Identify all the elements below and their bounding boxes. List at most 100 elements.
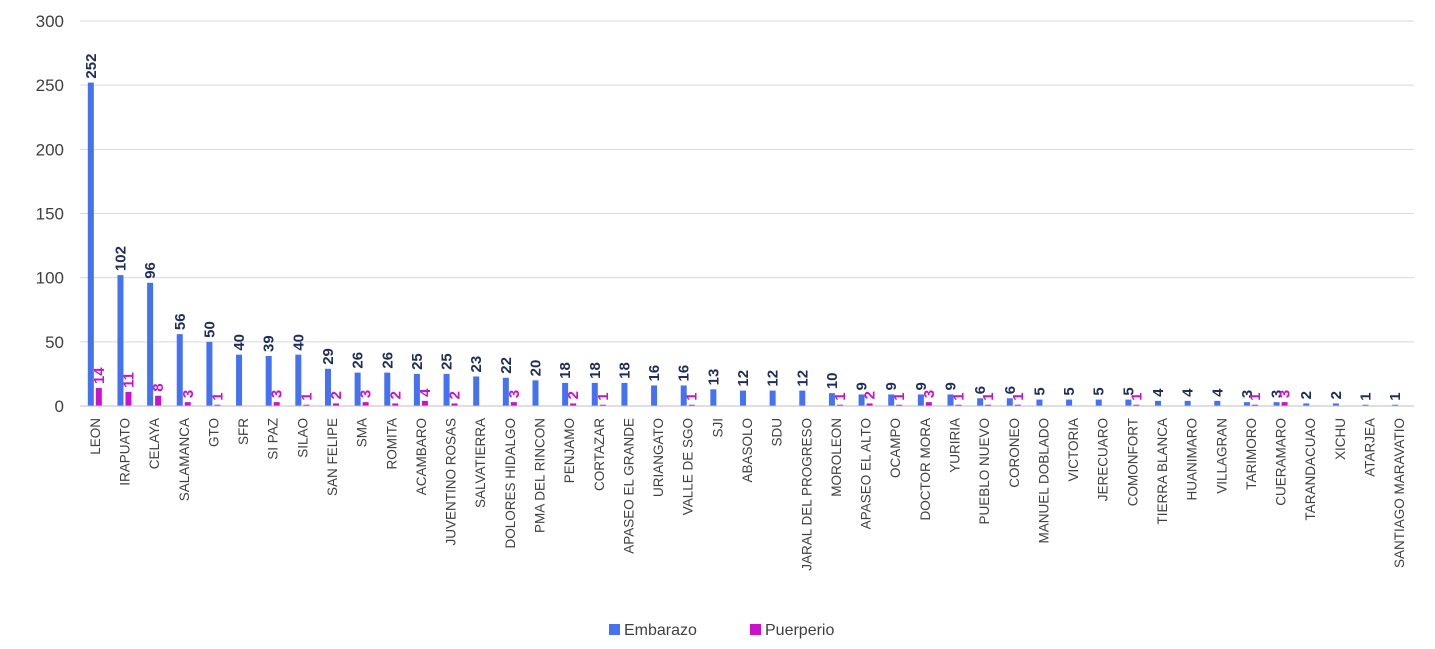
bar-embarazo bbox=[265, 355, 272, 406]
data-label-embarazo: 4 bbox=[1150, 388, 1167, 397]
y-tick-label: 50 bbox=[45, 333, 64, 352]
x-tick-label: SALVATIERRA bbox=[473, 418, 488, 508]
bar-puerperio bbox=[866, 403, 873, 406]
data-label-embarazo: 102 bbox=[112, 246, 129, 271]
x-tick-label: SAN FELIPE bbox=[325, 418, 340, 496]
data-label-embarazo: 26 bbox=[379, 352, 396, 369]
bar-embarazo bbox=[1155, 400, 1162, 406]
bar-puerperio bbox=[95, 388, 102, 406]
data-label-embarazo: 13 bbox=[705, 369, 722, 386]
bar-puerperio bbox=[273, 402, 280, 406]
x-tick-label: SI PAZ bbox=[266, 418, 281, 460]
bar-embarazo bbox=[1006, 398, 1013, 406]
data-label-embarazo: 2 bbox=[1298, 391, 1315, 399]
bar-puerperio bbox=[570, 403, 577, 406]
gridlines bbox=[80, 20, 1414, 407]
data-label-embarazo: 50 bbox=[201, 321, 218, 338]
x-tick-label: PMA DEL RINCON bbox=[532, 418, 547, 533]
bar-embarazo bbox=[769, 390, 776, 406]
bar-puerperio bbox=[421, 400, 428, 406]
data-label-embarazo: 4 bbox=[1209, 388, 1226, 397]
x-tick-label: APASEO EL ALTO bbox=[859, 418, 874, 529]
data-label-embarazo: 5 bbox=[1061, 387, 1078, 395]
bar-embarazo bbox=[917, 394, 924, 406]
x-tick-label: ROMITA bbox=[384, 418, 399, 470]
x-tick-label: SJI bbox=[710, 418, 725, 438]
bar-puerperio bbox=[125, 391, 132, 406]
bar-puerperio bbox=[392, 403, 399, 406]
x-tick-label: HUANIMARO bbox=[1185, 418, 1200, 501]
data-label-embarazo: 18 bbox=[616, 362, 633, 379]
bar-puerperio bbox=[451, 403, 458, 406]
data-label-puerperio: 3 bbox=[358, 390, 375, 398]
bar-embarazo bbox=[147, 282, 154, 406]
bar-puerperio bbox=[896, 404, 903, 406]
y-tick-label: 0 bbox=[55, 397, 64, 416]
data-label-puerperio: 1 bbox=[832, 392, 849, 400]
data-label-puerperio: 8 bbox=[150, 383, 167, 391]
x-tick-label: TARIMORO bbox=[1244, 418, 1259, 490]
bar-puerperio bbox=[1281, 402, 1288, 406]
data-label-embarazo: 12 bbox=[735, 370, 752, 387]
x-tick-label: VICTORIA bbox=[1066, 418, 1081, 482]
x-tick-label: URIANGATO bbox=[651, 418, 666, 497]
bar-embarazo bbox=[1066, 399, 1073, 406]
x-tick-label: COMONFORT bbox=[1125, 418, 1140, 506]
bar-puerperio bbox=[599, 404, 606, 406]
x-tick-label: JARAL DEL PROGRESO bbox=[799, 418, 814, 571]
data-label-embarazo: 39 bbox=[261, 335, 278, 352]
bar-embarazo bbox=[1332, 403, 1339, 406]
bar-embarazo bbox=[1184, 400, 1191, 406]
bars bbox=[87, 82, 1399, 406]
bar-embarazo bbox=[888, 394, 895, 406]
bar-embarazo bbox=[799, 390, 806, 406]
data-label-puerperio: 1 bbox=[1128, 392, 1145, 400]
data-label-embarazo: 40 bbox=[231, 334, 248, 351]
bar-embarazo bbox=[858, 394, 865, 406]
bar-embarazo bbox=[621, 382, 628, 406]
x-tick-label: PENJAMO bbox=[562, 418, 577, 483]
data-label-embarazo: 5 bbox=[1031, 387, 1048, 395]
bar-embarazo bbox=[1036, 399, 1043, 406]
x-tick-label: CORONEO bbox=[1007, 418, 1022, 488]
x-tick-label: SILAO bbox=[295, 418, 310, 458]
legend-swatch-puerperio bbox=[750, 624, 761, 635]
bar-embarazo bbox=[977, 398, 984, 406]
bar-puerperio bbox=[985, 404, 992, 406]
data-label-puerperio: 2 bbox=[328, 391, 345, 399]
data-label-embarazo: 9 bbox=[883, 382, 900, 390]
data-label-embarazo: 9 bbox=[943, 382, 960, 390]
x-tick-label: CORTAZAR bbox=[592, 418, 607, 491]
bar-puerperio bbox=[955, 404, 962, 406]
legend-label-puerperio: Puerperio bbox=[765, 622, 834, 639]
bar-embarazo bbox=[532, 380, 539, 406]
data-label-embarazo: 3 bbox=[1269, 390, 1286, 398]
bar-embarazo bbox=[324, 368, 331, 406]
bar-embarazo bbox=[1362, 404, 1369, 406]
data-label-embarazo: 18 bbox=[557, 362, 574, 379]
y-tick-label: 150 bbox=[36, 205, 64, 224]
x-tick-label: PUEBLO NUEVO bbox=[977, 418, 992, 525]
data-label-puerperio: 1 bbox=[298, 392, 315, 400]
data-label-embarazo: 22 bbox=[498, 357, 515, 374]
data-label-puerperio: 14 bbox=[91, 367, 108, 384]
data-label-embarazo: 1 bbox=[1358, 392, 1375, 400]
bar-embarazo bbox=[384, 372, 391, 406]
bar-embarazo bbox=[947, 394, 954, 406]
bar-embarazo bbox=[1273, 402, 1280, 406]
x-tick-label: GTO bbox=[206, 418, 221, 447]
bar-embarazo bbox=[1392, 404, 1399, 406]
x-tick-label: OCAMPO bbox=[888, 418, 903, 478]
bar-puerperio bbox=[184, 402, 191, 406]
y-axis: 0 50 100 150 200 250 300 bbox=[36, 12, 64, 416]
data-label-embarazo: 3 bbox=[1239, 390, 1256, 398]
bar-embarazo bbox=[740, 390, 746, 406]
data-label-puerperio: 2 bbox=[447, 391, 464, 399]
data-label-embarazo: 16 bbox=[646, 365, 663, 382]
data-label-embarazo: 9 bbox=[854, 382, 871, 390]
x-tick-label: CUERAMARO bbox=[1274, 418, 1289, 506]
bar-embarazo bbox=[443, 373, 450, 406]
x-tick-label: JERECUARO bbox=[1096, 418, 1111, 501]
